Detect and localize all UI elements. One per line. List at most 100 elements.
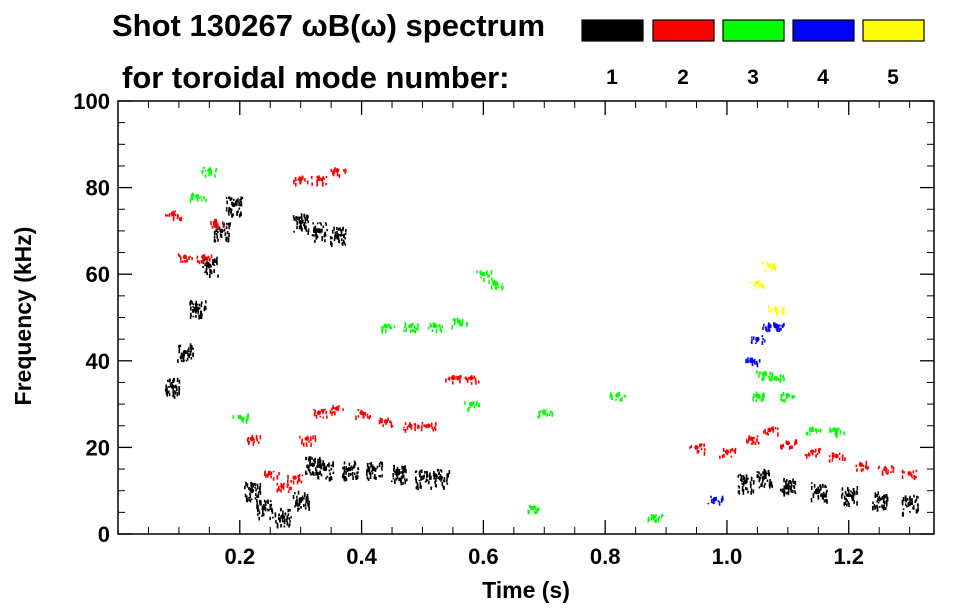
- spectral-speckle: [490, 270, 493, 275]
- spectral-speckle: [611, 398, 613, 400]
- spectral-speckle: [354, 475, 357, 478]
- legend-label-n2: 2: [677, 66, 689, 89]
- spectral-speckle: [343, 476, 345, 481]
- data-point: [755, 393, 760, 398]
- spectral-speckle: [831, 452, 834, 457]
- spectral-speckle: [379, 474, 381, 478]
- data-point: [876, 497, 882, 502]
- spectral-speckle: [750, 483, 752, 488]
- spectral-speckle: [429, 472, 431, 475]
- spectral-speckle: [817, 486, 819, 491]
- spectral-speckle: [183, 260, 186, 262]
- spectral-speckle: [331, 237, 333, 240]
- spectral-speckle: [835, 434, 838, 439]
- spectral-speckle: [182, 358, 185, 362]
- spectral-speckle: [302, 219, 304, 223]
- spectral-speckle: [336, 172, 339, 177]
- spectral-speckle: [190, 312, 192, 317]
- spectral-speckle: [771, 266, 774, 270]
- spectral-speckle: [313, 226, 315, 231]
- spectral-speckle: [342, 408, 344, 411]
- spectral-speckle: [701, 443, 703, 446]
- data-point: [883, 466, 888, 472]
- spectral-speckle: [381, 418, 383, 421]
- spectral-speckle: [456, 317, 459, 321]
- spectral-speckle: [165, 384, 168, 389]
- spectral-speckle: [751, 338, 753, 341]
- data-point: [231, 202, 236, 208]
- spectral-speckle: [296, 480, 299, 485]
- spectral-speckle: [703, 443, 705, 447]
- spectral-speckle: [403, 426, 405, 429]
- spectral-speckle: [916, 508, 919, 513]
- spectral-speckle: [325, 412, 328, 414]
- data-point: [743, 479, 748, 485]
- spectral-speckle: [190, 347, 193, 351]
- spectral-speckle: [751, 362, 754, 367]
- spectral-speckle: [753, 358, 756, 363]
- spectral-speckle: [174, 213, 177, 216]
- spectral-speckle: [214, 258, 216, 262]
- spectral-speckle: [819, 428, 822, 433]
- spectral-speckle: [551, 411, 554, 416]
- spectral-speckle: [841, 487, 844, 491]
- spectral-speckle: [767, 470, 770, 475]
- spectral-speckle: [320, 474, 323, 477]
- spectral-speckle: [779, 324, 781, 327]
- spectral-speckle: [402, 482, 404, 485]
- spectral-speckle: [248, 487, 250, 490]
- spectral-speckle: [186, 351, 189, 354]
- spectral-speckle: [814, 450, 817, 453]
- spectral-speckle: [241, 417, 244, 422]
- spectral-speckle: [467, 406, 470, 410]
- spectral-speckle: [441, 325, 443, 329]
- data-point: [438, 475, 443, 480]
- spectral-speckle: [196, 199, 199, 202]
- spectral-speckle: [911, 476, 914, 479]
- spectral-speckle: [876, 493, 878, 498]
- spectral-speckle: [737, 490, 740, 494]
- spectral-speckle: [426, 479, 429, 482]
- spectral-speckle: [886, 497, 889, 502]
- spectral-speckle: [741, 486, 744, 490]
- spectral-speckle: [738, 490, 741, 495]
- spectral-speckle: [344, 237, 347, 240]
- data-point: [194, 306, 200, 312]
- spectral-speckle: [832, 427, 835, 431]
- spectral-speckle: [223, 225, 225, 228]
- spectral-speckle: [710, 498, 713, 503]
- spectral-speckle: [297, 490, 300, 495]
- series-n1: [164, 196, 919, 529]
- spectral-speckle: [488, 274, 491, 278]
- spectral-speckle: [423, 474, 426, 478]
- spectral-speckle: [283, 482, 285, 485]
- spectral-speckle: [178, 349, 181, 354]
- spectral-speckle: [249, 492, 251, 496]
- spectral-speckle: [901, 469, 904, 474]
- spectral-speckle: [179, 344, 182, 348]
- spectral-speckle: [815, 428, 818, 433]
- spectral-speckle: [298, 501, 301, 507]
- spectral-speckle: [166, 389, 168, 394]
- spectral-speckle: [306, 464, 309, 469]
- spectral-speckle: [286, 521, 289, 526]
- spectral-speckle: [311, 471, 314, 476]
- spectral-speckle: [287, 513, 290, 517]
- spectral-speckle: [178, 386, 180, 390]
- spectral-speckle: [741, 488, 744, 492]
- spectral-speckle: [256, 513, 259, 516]
- spectral-speckle: [761, 482, 763, 487]
- spectral-speckle: [492, 283, 495, 286]
- spectral-speckle: [246, 498, 248, 502]
- spectral-speckle: [916, 495, 918, 499]
- spectral-speckle: [772, 378, 774, 381]
- spectral-speckle: [326, 475, 329, 478]
- spectral-speckle: [269, 505, 272, 510]
- spectral-speckle: [256, 483, 259, 487]
- spectral-speckle: [783, 306, 785, 310]
- spectral-speckle: [770, 308, 773, 313]
- spectral-speckle: [434, 426, 436, 429]
- spectral-speckle: [304, 506, 307, 510]
- data-point: [182, 349, 188, 355]
- spectral-speckle: [180, 216, 183, 222]
